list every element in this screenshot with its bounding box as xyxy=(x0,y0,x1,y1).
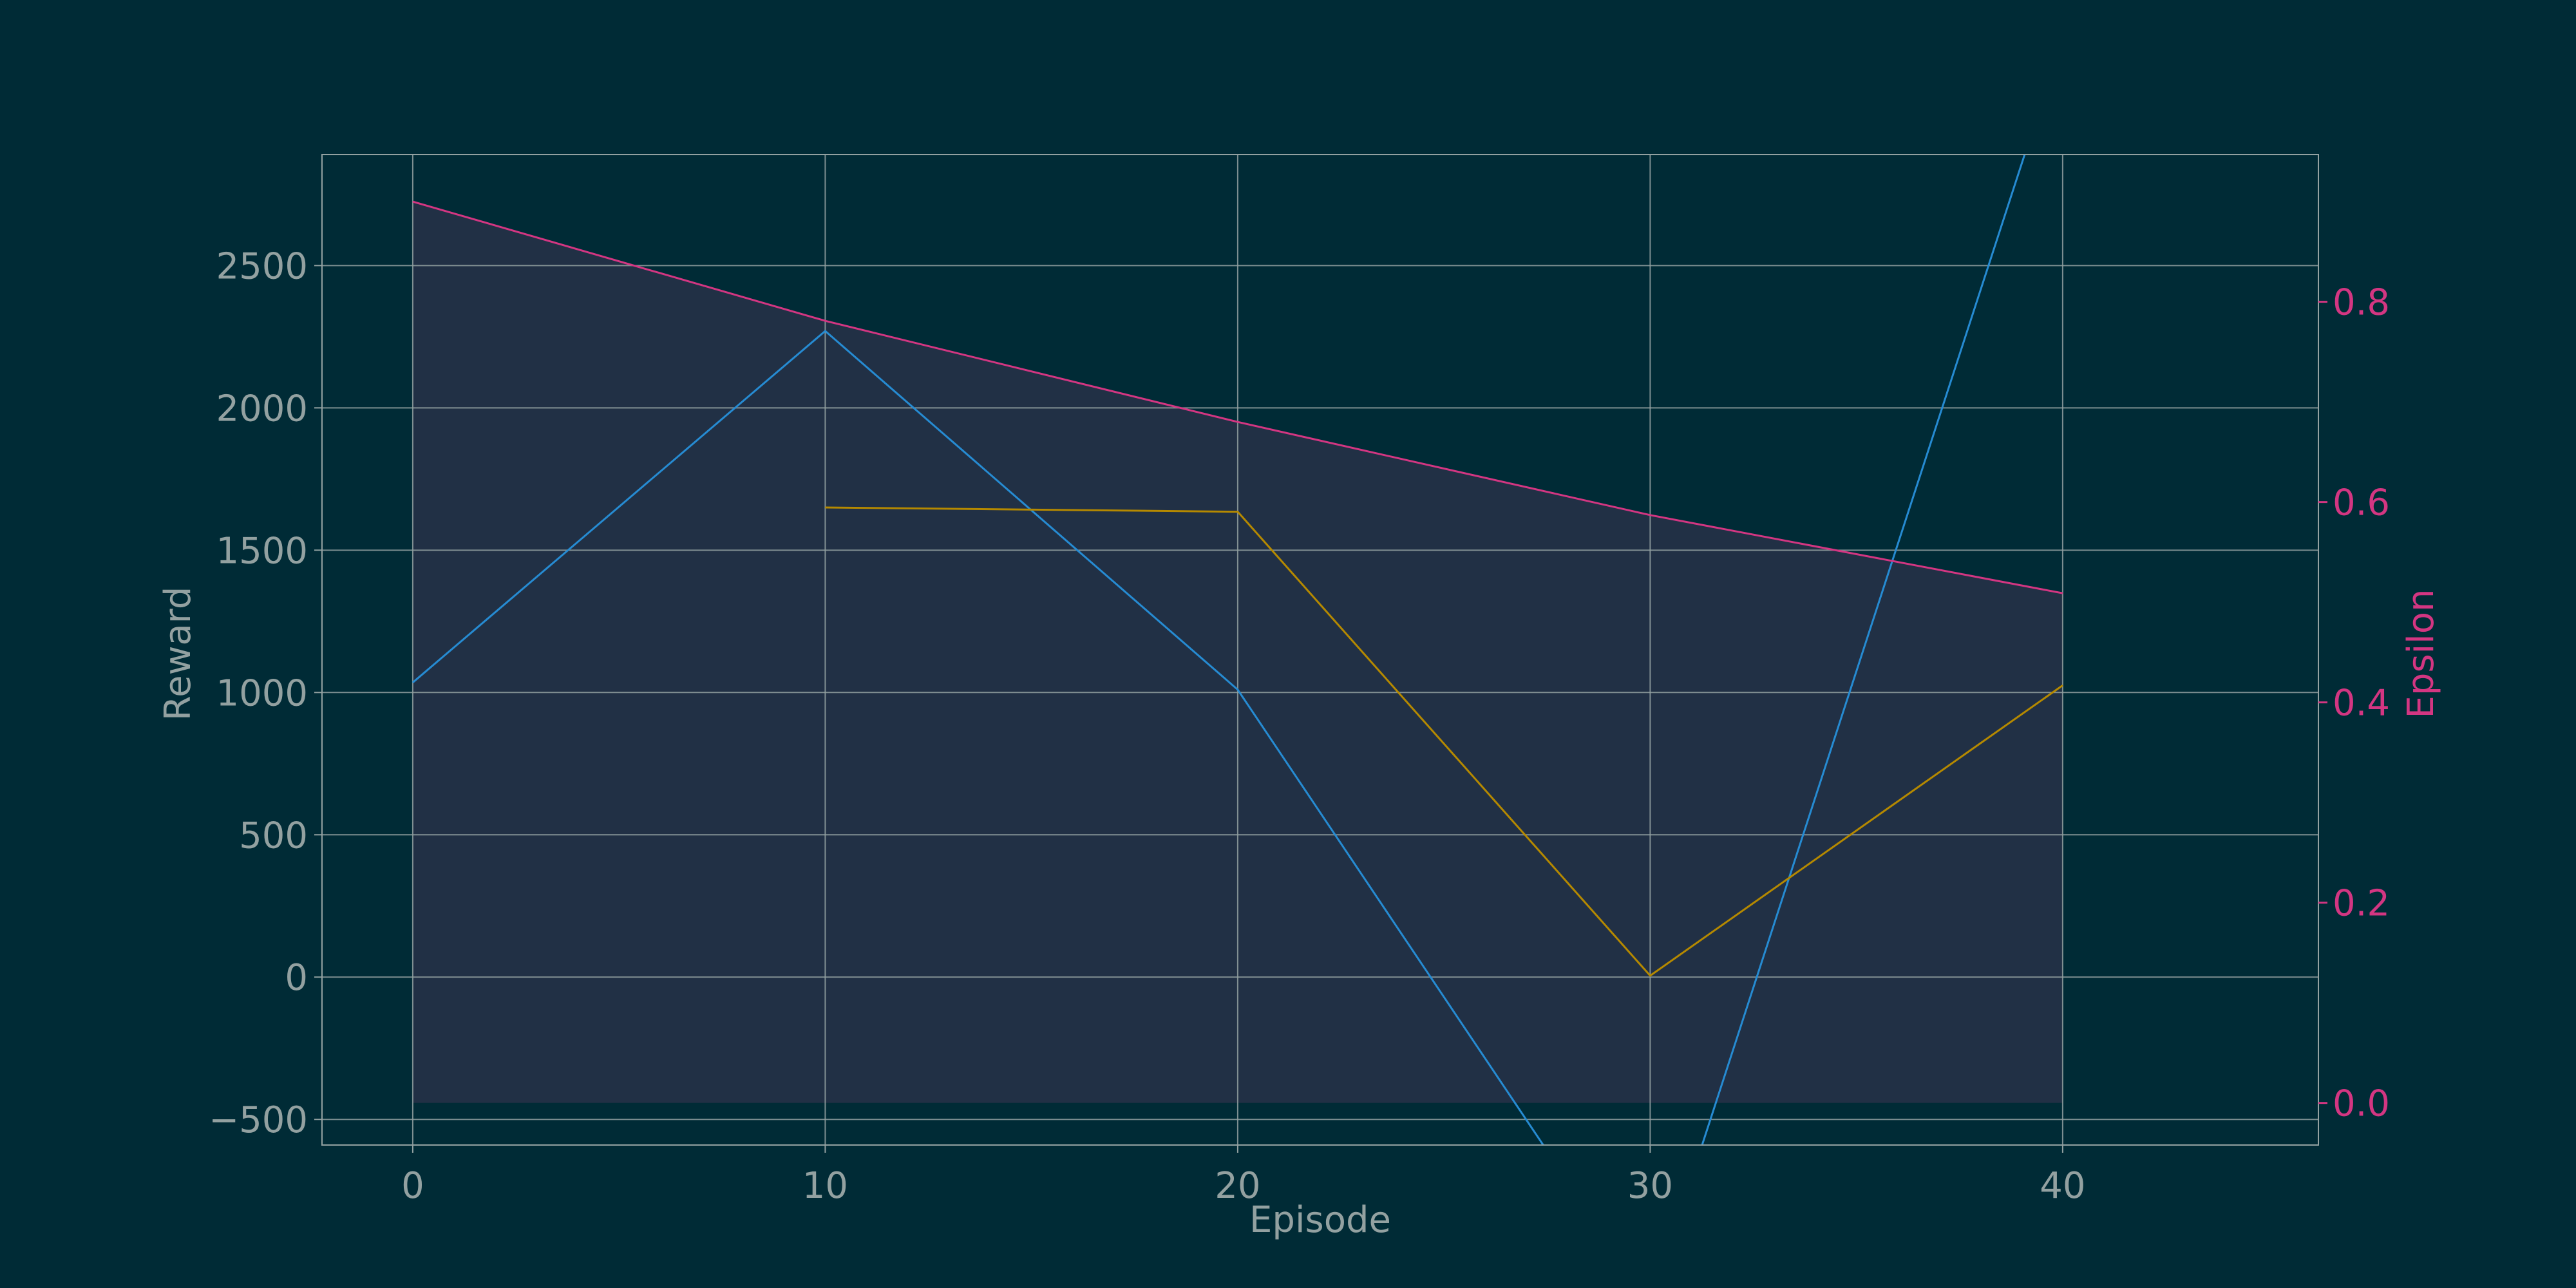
y-tick-label: 0 xyxy=(285,957,308,999)
y2-axis-title: Epsilon xyxy=(2400,589,2442,719)
y-tick-label: 2000 xyxy=(216,388,308,430)
y-tick-label: 500 xyxy=(239,815,308,857)
x-tick-label: 0 xyxy=(401,1165,424,1207)
series-1-point xyxy=(1237,689,1238,690)
y-tick-label: 1000 xyxy=(216,672,308,714)
series-2-point xyxy=(824,507,826,508)
series-3-point xyxy=(2062,592,2063,594)
x-tick-label: 40 xyxy=(2040,1165,2085,1207)
y-tick-label: −500 xyxy=(209,1099,308,1141)
tick-labels: 0 10 20 30 40 −500 0 500 1000 1500 2000 2500 0.0 0.2 0… xyxy=(209,245,2390,1207)
y2-tick-label: 0.0 xyxy=(2333,1083,2390,1125)
series-1-point xyxy=(2062,37,2063,38)
y-tick-label: 2500 xyxy=(216,245,308,287)
series-layer xyxy=(412,37,2063,1145)
plot-frame xyxy=(321,154,2319,1146)
series-2-point xyxy=(2062,685,2063,686)
y-axis-title: Reward xyxy=(157,587,199,721)
x-tick-label: 10 xyxy=(802,1165,848,1207)
series-1-point xyxy=(824,330,826,332)
x-tick-label: 20 xyxy=(1215,1165,1260,1207)
series-1-point xyxy=(412,682,413,683)
y2-tick-label: 0.2 xyxy=(2333,883,2390,925)
series-2-point xyxy=(1237,511,1238,513)
x-tick-label: 30 xyxy=(1627,1165,1673,1207)
y2-tick-label: 0.6 xyxy=(2333,482,2390,524)
series-line-2 xyxy=(825,506,2063,978)
y2-tick-label: 0.8 xyxy=(2333,282,2390,324)
y-tick-label: 1500 xyxy=(216,530,308,572)
x-axis-title: Episode xyxy=(1249,1199,1391,1241)
y2-tick-label: 0.4 xyxy=(2333,683,2390,724)
grid-lines xyxy=(322,155,2318,1145)
